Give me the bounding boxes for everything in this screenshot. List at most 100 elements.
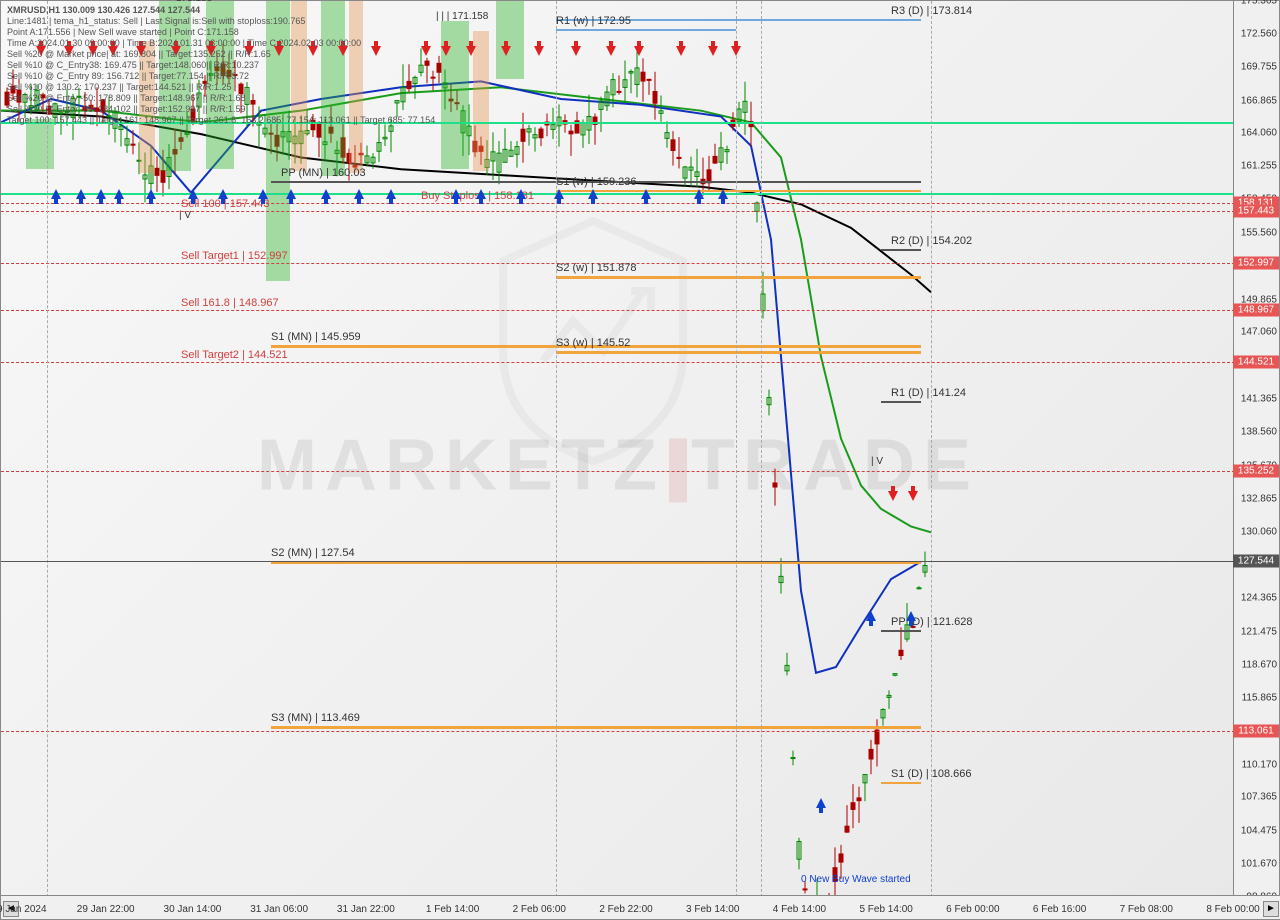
y-tick: 141.365	[1241, 394, 1277, 405]
arrow-up-icon	[816, 798, 826, 808]
level-label: R1 (D) | 141.24	[891, 387, 966, 399]
y-tick: 118.670	[1242, 659, 1277, 670]
y-tick: 138.560	[1241, 427, 1277, 438]
x-tick: 30 Jan 14:00	[164, 904, 222, 915]
y-highlight: 113.061	[1233, 724, 1279, 737]
info-line: Sell %20 @ Entry -88: 184.102 || Target:…	[7, 104, 245, 115]
arrow-up-icon	[906, 611, 916, 621]
x-tick: 7 Feb 08:00	[1120, 904, 1173, 915]
level-label: S2 (MN) | 127.54	[271, 547, 355, 559]
y-tick: 175.365	[1241, 0, 1277, 7]
info-line: Sell %20 @ Entry -50: 178.809 || Target:…	[7, 93, 245, 104]
y-tick: 147.060	[1241, 327, 1277, 338]
y-tick: 107.365	[1241, 792, 1277, 803]
level-line	[556, 351, 921, 354]
red-dash	[1, 362, 1235, 363]
y-tick: 161.255	[1241, 161, 1277, 172]
y-highlight: 144.521	[1233, 356, 1279, 369]
y-tick: 132.865	[1241, 493, 1277, 504]
arrow-down-icon	[501, 46, 511, 56]
zone	[349, 1, 363, 173]
level-line	[271, 726, 921, 729]
arrow-down-icon	[676, 46, 686, 56]
y-tick: 110.170	[1242, 759, 1277, 770]
x-tick: 6 Feb 00:00	[946, 904, 999, 915]
zone	[496, 1, 524, 79]
scroll-right-button[interactable]: ►	[1263, 901, 1279, 917]
info-line: Sell %10 @ 130.2: 170.237 || Target:144.…	[7, 82, 231, 93]
arrow-up-icon	[258, 189, 268, 199]
arrow-down-icon	[731, 46, 741, 56]
arrow-up-icon	[146, 189, 156, 199]
red-label: Sell Target1 | 152.997	[181, 250, 288, 262]
arrow-up-icon	[718, 189, 728, 199]
level-line	[556, 29, 736, 31]
info-line: Sell %10 @ C_Entry 89: 156.712 || Target…	[7, 71, 249, 82]
level-label: S1 (MN) | 145.959	[271, 331, 361, 343]
red-label: Sell Target2 | 144.521	[181, 349, 288, 361]
green-level	[1, 193, 1235, 195]
y-highlight: 157.443	[1233, 204, 1279, 217]
y-tick: 101.670	[1241, 859, 1277, 870]
y-highlight: 127.544	[1233, 555, 1279, 568]
x-tick: 6 Feb 16:00	[1033, 904, 1086, 915]
x-tick: 1 Feb 14:00	[426, 904, 479, 915]
y-tick: 155.560	[1241, 227, 1277, 238]
info-line: XMRUSD,H1 130.009 130.426 127.544 127.54…	[7, 5, 200, 16]
info-line: Target 100: 157.443 || Target 161: 148.9…	[7, 115, 435, 126]
x-tick: 2 Feb 06:00	[513, 904, 566, 915]
level-label: S3 (MN) | 113.469	[271, 712, 360, 724]
arrow-up-icon	[386, 189, 396, 199]
arrow-up-icon	[694, 189, 704, 199]
y-tick: 172.560	[1241, 28, 1277, 39]
y-tick: 169.755	[1241, 61, 1277, 72]
y-tick: 130.060	[1241, 526, 1277, 537]
vertical-dash	[931, 1, 932, 897]
vertical-dash	[761, 1, 762, 897]
y-tick: 104.475	[1241, 826, 1277, 837]
arrow-down-icon	[888, 491, 898, 501]
x-tick: 2 Feb 22:00	[599, 904, 652, 915]
y-highlight: 152.997	[1233, 256, 1279, 269]
y-tick: 121.475	[1241, 627, 1277, 638]
info-line: Sell %20 @ Market price| at: 169.804 || …	[7, 49, 271, 60]
arrow-down-icon	[708, 46, 718, 56]
annotation: 0 New Buy Wave started	[801, 874, 911, 885]
info-line: Time A:2024.01.30 09:00:00 | Time B:2024…	[7, 38, 361, 49]
arrow-up-icon	[588, 189, 598, 199]
x-tick: 31 Jan 06:00	[250, 904, 308, 915]
arrow-up-icon	[641, 189, 651, 199]
red-dash	[1, 310, 1235, 311]
y-highlight: 135.252	[1233, 464, 1279, 477]
y-axis: 175.365172.560169.755166.865164.060161.2…	[1233, 1, 1279, 897]
arrow-up-icon	[354, 189, 364, 199]
arrow-up-icon	[321, 189, 331, 199]
chart-container: MARKETZTRADE R3 (D) | 173.814R1 (w) | 17…	[0, 0, 1280, 920]
arrow-up-icon	[554, 189, 564, 199]
x-tick: 4 Feb 14:00	[773, 904, 826, 915]
vertical-dash	[556, 1, 557, 897]
annotation: | V	[871, 456, 883, 467]
level-line	[556, 276, 921, 279]
vertical-dash	[47, 1, 48, 897]
red-label: Sell 161.8 | 148.967	[181, 297, 279, 309]
x-tick: 29 Jan 22:00	[77, 904, 135, 915]
annotation: | | | 171.158	[436, 11, 488, 22]
arrow-up-icon	[476, 189, 486, 199]
y-tick: 164.060	[1241, 128, 1277, 139]
arrow-up-icon	[76, 189, 86, 199]
annotation: | V	[179, 210, 191, 221]
y-tick: 115.865	[1242, 692, 1277, 703]
arrow-down-icon	[606, 46, 616, 56]
arrow-down-icon	[371, 46, 381, 56]
arrow-down-icon	[534, 46, 544, 56]
x-tick: 8 Feb 00:00	[1206, 904, 1259, 915]
y-tick: 124.365	[1241, 593, 1277, 604]
x-tick: 29 Jan 2024	[0, 904, 47, 915]
vertical-dash	[736, 1, 737, 897]
level-label: S3 (w) | 145.52	[556, 337, 630, 349]
y-highlight: 148.967	[1233, 304, 1279, 317]
chart-area[interactable]: MARKETZTRADE R3 (D) | 173.814R1 (w) | 17…	[1, 1, 1235, 897]
arrow-down-icon	[466, 46, 476, 56]
level-line	[556, 190, 921, 192]
